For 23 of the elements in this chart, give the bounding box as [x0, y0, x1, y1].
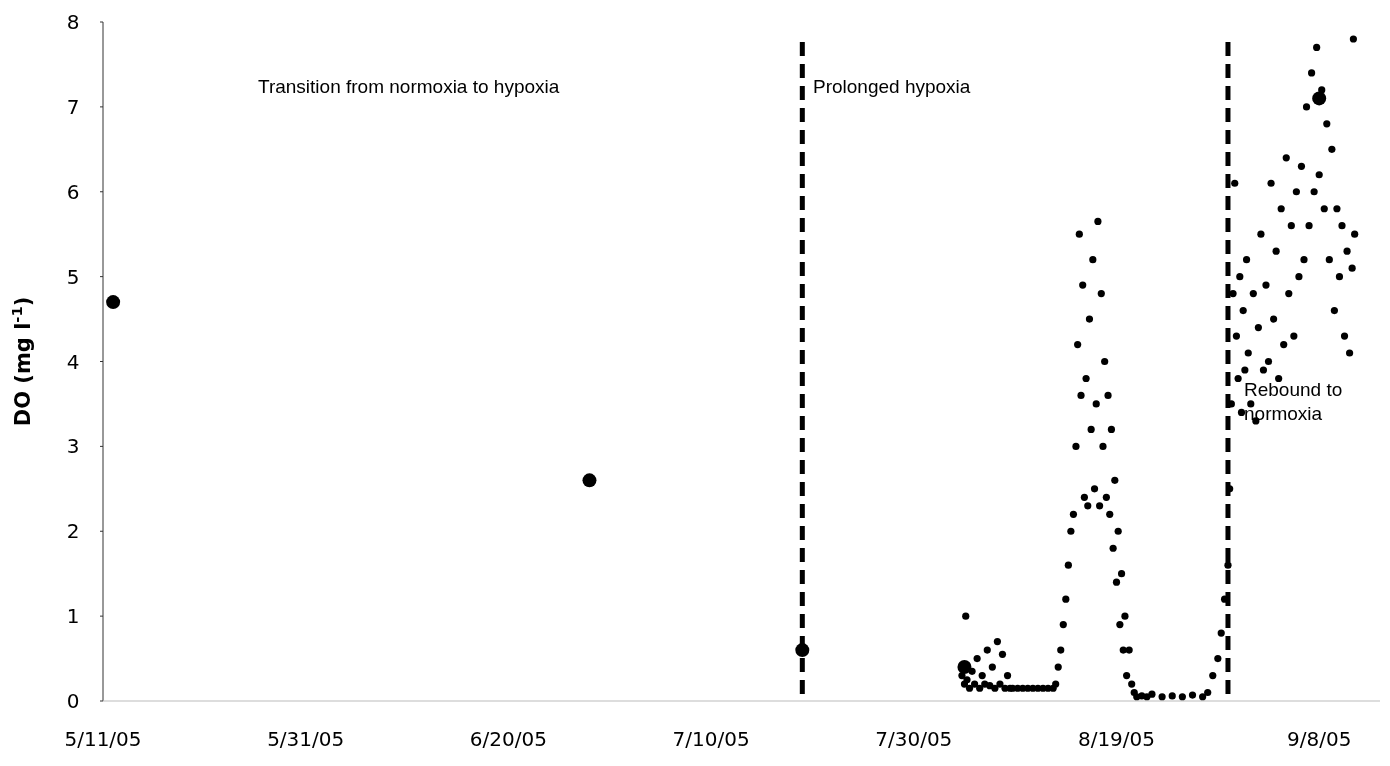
annotation: Transition from normoxia to hypoxia [258, 76, 560, 97]
y-tick-label: 3 [66, 434, 80, 459]
annotation: Rebound to normoxia [1244, 379, 1343, 424]
annotation: Prolonged hypoxia [813, 76, 971, 97]
point [582, 473, 597, 488]
point [106, 295, 121, 310]
y-tick-label: 0 [66, 689, 80, 713]
x-tick-label: 8/19/05 [1077, 727, 1156, 751]
y-tick-label: 5 [66, 264, 80, 289]
point [795, 643, 810, 658]
y-tick-label: 7 [66, 94, 80, 119]
x-tick-label: 7/30/05 [875, 727, 953, 751]
x-tick-label: 5/31/05 [267, 727, 345, 751]
x-tick-label: 6/20/05 [469, 727, 547, 751]
y-tick-label: 1 [66, 604, 80, 629]
y-tick-label: 4 [66, 349, 80, 374]
x-tick-label: 5/11/05 [64, 727, 142, 751]
x-tick-label: 9/8/05 [1287, 727, 1352, 751]
point [1312, 91, 1327, 106]
x-tick-label: 7/10/05 [672, 727, 750, 751]
y-tick-label: 6 [66, 179, 80, 204]
y-tick-label: 8 [66, 10, 80, 34]
y-tick-label: 2 [66, 519, 80, 544]
